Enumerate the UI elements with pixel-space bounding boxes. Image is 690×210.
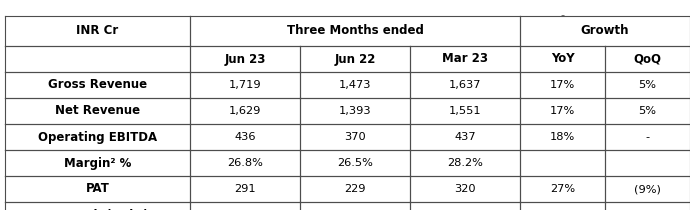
Text: 18%: 18% <box>550 132 575 142</box>
Text: 291: 291 <box>234 184 256 194</box>
Text: 17%: 17% <box>550 80 575 90</box>
Text: Net Cash/(Debt)³: Net Cash/(Debt)³ <box>41 209 153 210</box>
Text: Jun 22: Jun 22 <box>335 52 375 66</box>
Text: 5%: 5% <box>638 80 656 90</box>
Text: Mar 23: Mar 23 <box>442 52 488 66</box>
Text: 1,551: 1,551 <box>448 106 482 116</box>
Text: -: - <box>645 132 649 142</box>
Text: 1,393: 1,393 <box>339 106 371 116</box>
Text: 320: 320 <box>454 184 476 194</box>
Text: 1,719: 1,719 <box>228 80 262 90</box>
Text: 17%: 17% <box>550 106 575 116</box>
Text: 437: 437 <box>454 132 476 142</box>
Text: 1,473: 1,473 <box>339 80 371 90</box>
Text: PAT: PAT <box>86 182 110 196</box>
Text: Margin² %: Margin² % <box>63 156 131 169</box>
Text: Three Months ended: Three Months ended <box>286 25 424 38</box>
Text: 28.2%: 28.2% <box>447 158 483 168</box>
Text: 229: 229 <box>344 184 366 194</box>
Text: Gross Revenue: Gross Revenue <box>48 79 147 92</box>
Text: Jun 23: Jun 23 <box>224 52 266 66</box>
Text: 26.5%: 26.5% <box>337 158 373 168</box>
Text: -: - <box>560 10 564 20</box>
Text: 27%: 27% <box>550 184 575 194</box>
Text: (9%): (9%) <box>634 184 661 194</box>
Text: YoY: YoY <box>551 52 574 66</box>
Text: 1,637: 1,637 <box>448 80 481 90</box>
Text: Operating EBITDA: Operating EBITDA <box>38 130 157 143</box>
Text: 1,629: 1,629 <box>229 106 262 116</box>
Text: 436: 436 <box>234 132 256 142</box>
Text: Net Revenue: Net Revenue <box>55 105 140 118</box>
Text: INR Cr: INR Cr <box>77 25 119 38</box>
Text: QoQ: QoQ <box>633 52 662 66</box>
Text: Growth: Growth <box>581 25 629 38</box>
Text: 370: 370 <box>344 132 366 142</box>
Text: 5%: 5% <box>638 106 656 116</box>
Text: 26.8%: 26.8% <box>227 158 263 168</box>
